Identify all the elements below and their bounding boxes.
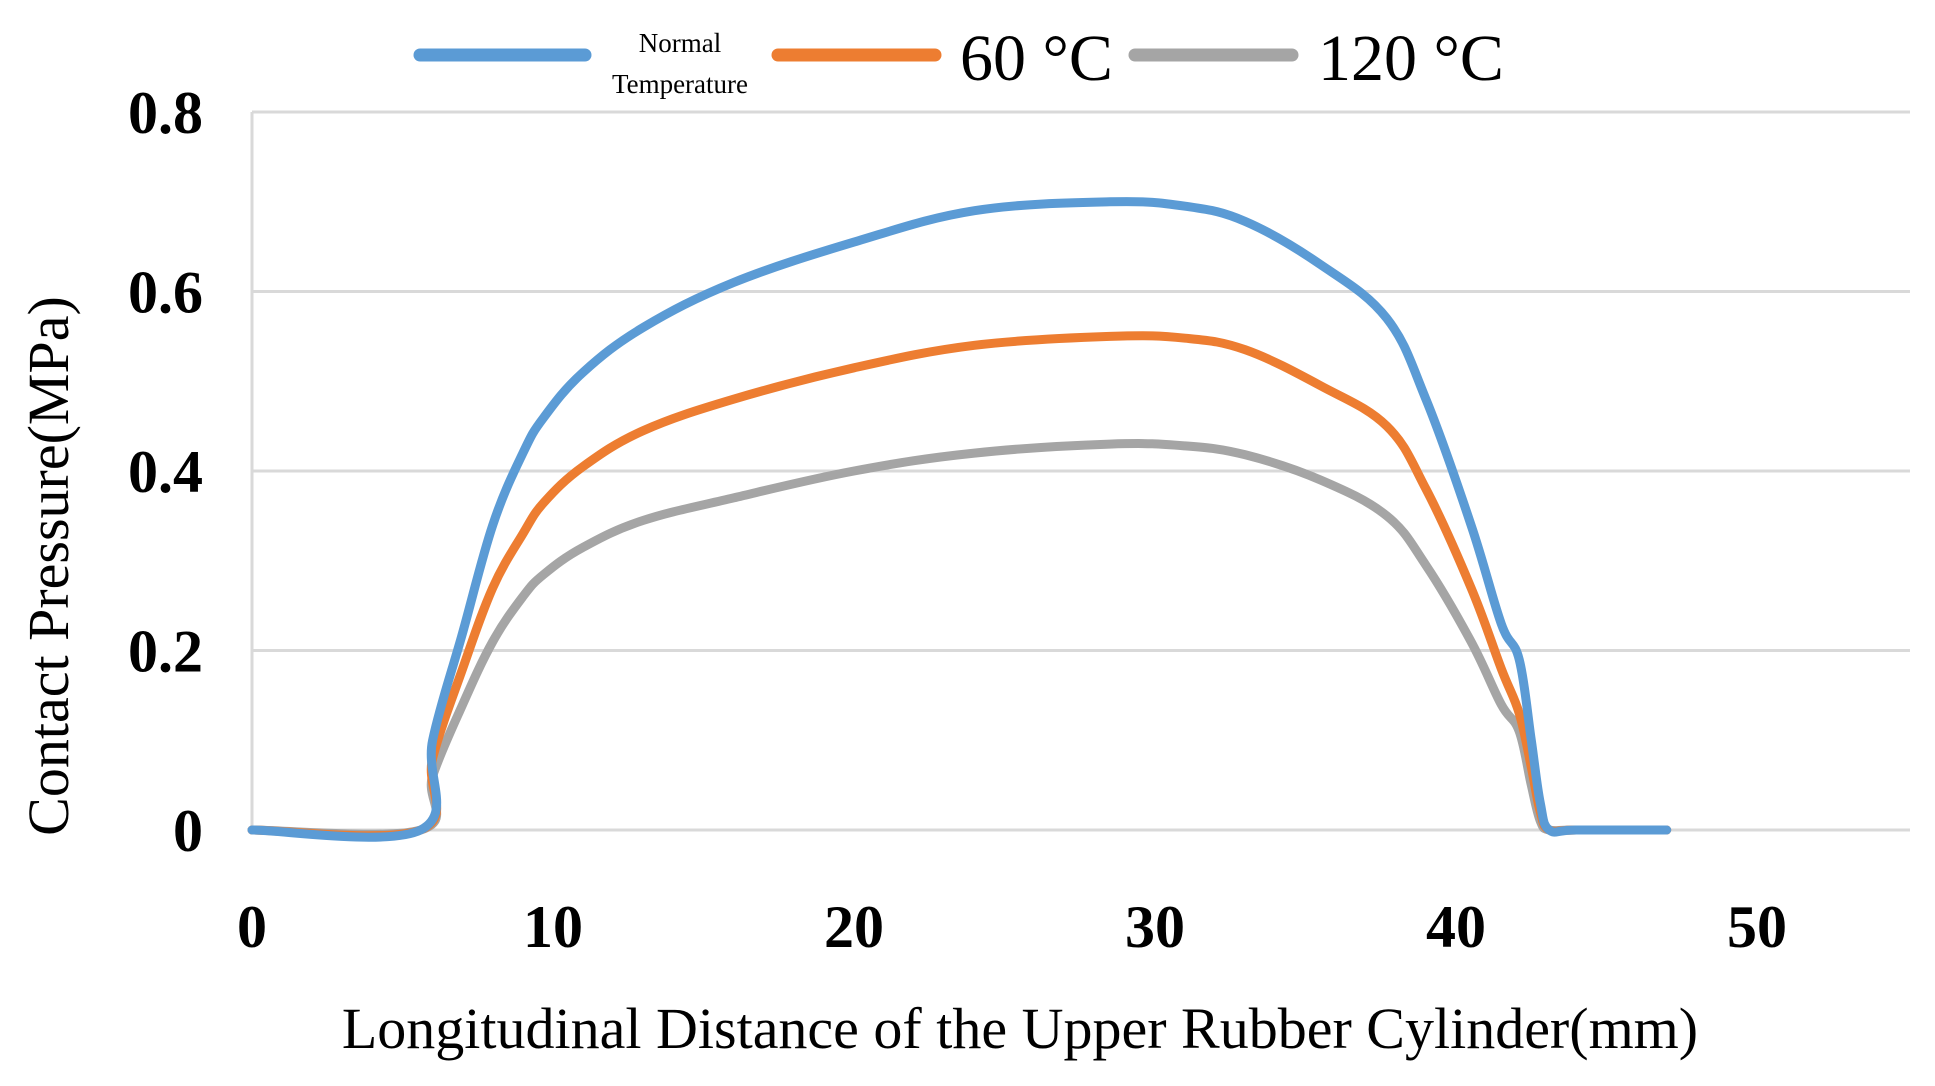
y-tick-labels: 0 0.2 0.4 0.6 0.8 — [128, 80, 203, 864]
x-tick-label-1: 10 — [523, 894, 583, 960]
x-tick-label-2: 20 — [824, 894, 884, 960]
series-lines — [247, 197, 1672, 842]
y-axis-title: Contact Pressure(MPa) — [16, 296, 81, 836]
legend: Normal Temperature 60 °C 120 °C — [413, 22, 1504, 99]
y-tick-label-3: 0.6 — [128, 260, 203, 326]
x-tick-label-3: 30 — [1125, 894, 1185, 960]
legend-label-60c: 60 °C — [960, 22, 1113, 95]
x-tick-label-5: 50 — [1727, 894, 1787, 960]
y-tick-label-1: 0.2 — [128, 619, 203, 685]
legend-label-120c: 120 °C — [1318, 22, 1504, 95]
series-line-1 — [247, 331, 1672, 841]
x-tick-label-0: 0 — [237, 894, 267, 960]
x-tick-labels: 0 10 20 30 40 50 — [237, 894, 1787, 960]
legend-label-normal-temperature-line2: Temperature — [612, 69, 748, 99]
y-tick-label-0: 0 — [173, 798, 203, 864]
series-line-0 — [247, 197, 1672, 842]
gridlines — [252, 110, 1910, 652]
y-tick-label-2: 0.4 — [128, 439, 203, 505]
x-axis-title: Longitudinal Distance of the Upper Rubbe… — [342, 996, 1698, 1061]
y-tick-label-4: 0.8 — [128, 80, 203, 146]
x-tick-label-4: 40 — [1426, 894, 1486, 960]
legend-label-normal-temperature-line1: Normal — [639, 28, 721, 58]
